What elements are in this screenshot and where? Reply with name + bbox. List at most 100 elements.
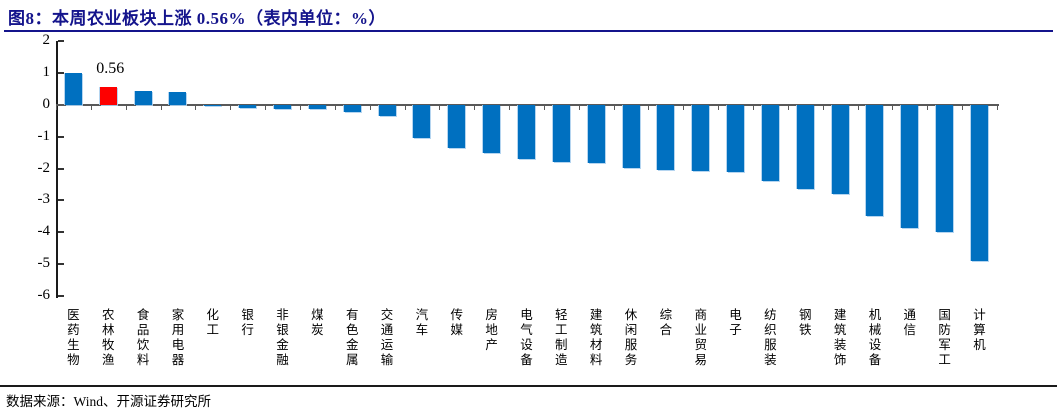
- chart-bar-休闲服务: [622, 104, 640, 168]
- y-axis-tick-label: -4: [37, 223, 51, 240]
- chart-bar-国防军工: [936, 104, 954, 233]
- y-axis-tick: [58, 40, 64, 42]
- x-axis-tick: [195, 104, 197, 110]
- chart-bar-电子: [727, 104, 745, 172]
- y-axis-tick: [58, 135, 64, 138]
- x-axis-tick: [648, 104, 650, 110]
- chart-bar-传媒: [448, 104, 466, 149]
- category-label-农林牧渔: 农林牧渔: [102, 308, 115, 367]
- x-axis-tick: [334, 104, 336, 110]
- x-axis-tick: [753, 104, 754, 110]
- y-axis-tick-label: 1: [42, 63, 51, 80]
- y-axis-tick: [58, 199, 64, 202]
- category-label-传媒: 传媒: [450, 308, 464, 337]
- category-label-非银金融: 非银金融: [276, 308, 289, 367]
- x-axis-tick: [509, 104, 511, 110]
- chart-bar-机械设备: [866, 104, 884, 217]
- chart-bar-轻工制造: [552, 104, 570, 163]
- chart-bar-房地产: [483, 104, 501, 154]
- x-axis-tick: [718, 104, 720, 110]
- y-axis-tick-label: 2: [42, 32, 51, 48]
- title-underline: [4, 30, 1053, 32]
- x-axis-tick: [439, 104, 441, 110]
- x-axis-tick: [683, 104, 685, 110]
- chart-bar-商业贸易: [692, 104, 710, 171]
- chart-bar-食品饮料: [134, 91, 152, 105]
- category-label-家用电器: 家用电器: [171, 308, 185, 367]
- x-axis-tick: [996, 104, 998, 110]
- category-label-计算机: 计算机: [973, 308, 986, 352]
- x-axis-tick: [125, 104, 127, 110]
- x-axis-tick: [160, 104, 162, 110]
- y-axis-tick-label: 0: [42, 95, 51, 112]
- x-axis-tick: [404, 104, 406, 110]
- category-label-商业贸易: 商业贸易: [694, 308, 707, 367]
- y-axis-tick-label: -3: [37, 191, 51, 208]
- x-axis-tick: [578, 104, 580, 110]
- x-axis-tick: [787, 104, 789, 110]
- chart-bar-通信: [901, 104, 919, 229]
- y-axis-tick-label: -1: [37, 127, 51, 144]
- chart-bar-银行: [239, 104, 257, 108]
- category-label-综合: 综合: [659, 308, 673, 337]
- chart-bar-建筑装饰: [831, 104, 849, 195]
- x-axis-tick: [299, 104, 301, 110]
- x-axis-tick: [892, 104, 894, 110]
- x-axis-tick: [857, 104, 859, 110]
- category-label-银行: 银行: [241, 308, 254, 337]
- category-label-医药生物: 医药生物: [67, 308, 80, 367]
- category-label-交通运输: 交通运输: [380, 308, 394, 367]
- category-label-建筑材料: 建筑材料: [589, 308, 603, 367]
- chart-bar-电气设备: [517, 104, 535, 159]
- y-axis-tick: [58, 295, 64, 297]
- category-label-煤炭: 煤炭: [311, 308, 324, 337]
- figure-title: 图8：本周农业板块上涨 0.56%（表内单位：%）: [8, 9, 386, 28]
- category-label-食品饮料: 食品饮料: [136, 308, 150, 367]
- y-axis-tick: [58, 71, 64, 74]
- y-axis-tick-label: -5: [37, 255, 51, 272]
- chart-bar-综合: [657, 104, 675, 170]
- x-axis-tick: [56, 104, 57, 110]
- chart-bar-有色金属: [343, 104, 361, 113]
- category-label-电气设备: 电气设备: [520, 308, 533, 367]
- category-label-建筑装饰: 建筑装饰: [833, 308, 847, 367]
- y-axis-tick-label: -6: [37, 287, 51, 303]
- x-axis-tick: [265, 104, 267, 110]
- data-source-note: 数据来源：Wind、开源证券研究所: [6, 394, 211, 409]
- category-label-有色金属: 有色金属: [345, 308, 359, 367]
- footer-divider: [0, 385, 1057, 387]
- x-axis-tick: [613, 104, 615, 110]
- chart-bar-化工: [204, 104, 222, 107]
- category-label-休闲服务: 休闲服务: [624, 308, 638, 367]
- chart-bar-家用电器: [169, 92, 187, 105]
- chart-bar-计算机: [971, 104, 989, 262]
- category-label-机械设备: 机械设备: [868, 308, 882, 367]
- category-label-纺织服装: 纺织服装: [764, 308, 777, 367]
- bar-value-label: 0.56: [96, 59, 125, 77]
- x-axis-tick: [927, 104, 929, 110]
- y-axis-tick: [58, 231, 64, 234]
- category-label-通信: 通信: [903, 308, 917, 337]
- category-label-国防军工: 国防军工: [938, 308, 951, 367]
- chart-bar-交通运输: [378, 104, 396, 116]
- chart-bar-农林牧渔: [99, 86, 117, 105]
- y-axis-tick-label: -2: [37, 159, 51, 176]
- x-axis-tick: [543, 104, 545, 110]
- category-label-电子: 电子: [729, 308, 742, 337]
- chart-bar-汽车: [413, 104, 431, 138]
- x-axis-tick: [369, 104, 371, 110]
- category-label-汽车: 汽车: [415, 308, 429, 337]
- y-axis-tick: [58, 263, 64, 266]
- category-label-房地产: 房地产: [485, 308, 498, 352]
- category-label-钢铁: 钢铁: [799, 308, 812, 337]
- x-axis-tick: [822, 104, 824, 110]
- chart-bar-医药生物: [64, 72, 82, 105]
- category-label-轻工制造: 轻工制造: [555, 308, 568, 367]
- category-label-化工: 化工: [206, 308, 220, 337]
- x-axis-tick: [474, 104, 476, 110]
- x-axis-tick: [230, 104, 232, 110]
- x-axis-tick: [90, 104, 92, 110]
- x-axis-tick: [962, 104, 964, 110]
